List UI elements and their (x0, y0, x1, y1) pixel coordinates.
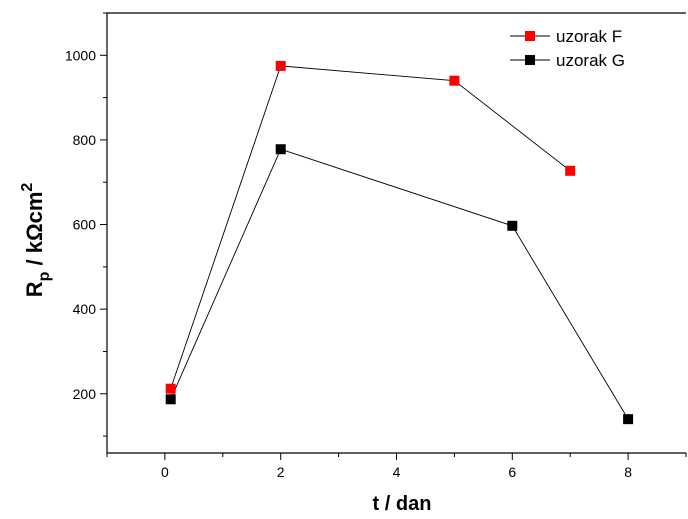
legend-marker (525, 55, 535, 65)
legend-label: uzorak F (556, 27, 622, 46)
legend-marker (525, 31, 535, 41)
y-tick-label: 1000 (65, 47, 96, 63)
y-tick-label: 800 (73, 132, 97, 148)
legend-label: uzorak G (556, 51, 625, 70)
y-axis-label-base: R (22, 281, 47, 297)
x-tick-label: 4 (393, 464, 401, 480)
data-point-1 (165, 383, 176, 394)
y-axis-label-subscript: p (36, 271, 53, 281)
legend: uzorak F uzorak G (510, 27, 625, 70)
x-tick-label: 2 (277, 464, 285, 480)
series-lines (170, 65, 629, 420)
data-point-2 (275, 144, 286, 155)
x-tick-label: 8 (624, 464, 632, 480)
data-point-1 (275, 60, 286, 71)
series-markers (165, 60, 634, 425)
data-point-1 (565, 165, 576, 176)
data-point-2 (623, 414, 634, 425)
y-axis-label-superscript: 2 (19, 183, 36, 192)
series-line-1 (170, 65, 571, 389)
y-tick-label: 400 (73, 301, 97, 317)
x-tick-label: 6 (508, 464, 516, 480)
y-tick-label: 200 (73, 386, 97, 402)
data-point-1 (449, 75, 460, 86)
y-axis-label-unit: / kΩcm (22, 192, 47, 272)
data-point-2 (507, 220, 518, 231)
y-axis-label: Rp / kΩcm2 (19, 183, 53, 298)
y-tick-label: 600 (73, 217, 97, 233)
data-point-2 (165, 394, 176, 405)
x-axis-label: t / dan (373, 493, 432, 515)
series-line-2 (170, 148, 629, 420)
axes: 0 2 4 6 8 200 400 600 800 1000 (65, 12, 687, 480)
x-tick-label: 0 (161, 464, 169, 480)
